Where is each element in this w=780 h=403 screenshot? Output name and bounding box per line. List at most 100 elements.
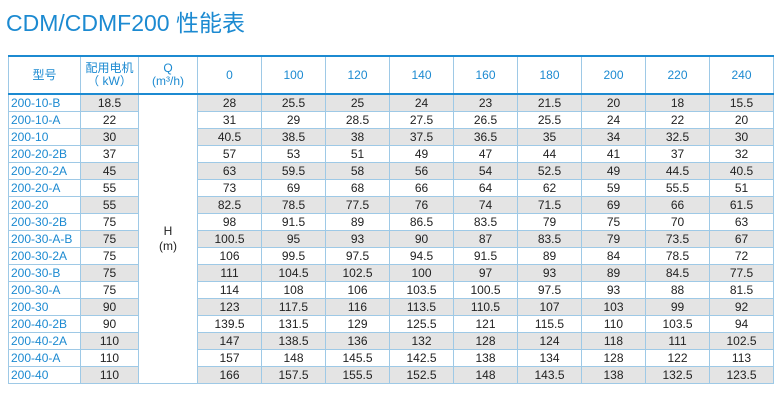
head-value: 31 (197, 111, 262, 129)
head-value: 83.5 (517, 230, 582, 248)
head-value: 114 (197, 281, 262, 299)
data-row: 200-30-A-B 75 100.5 95 93 90 87 83.5 79 73.5 67 (8, 230, 774, 248)
data-row: 200-40-2B 90 139.5 131.5 129 125.5 121 115.5 110… (8, 315, 774, 333)
motor-power: 45 (80, 162, 139, 180)
head-value: 110 (581, 315, 646, 333)
data-row: 200-20 55 82.5 78.5 77.5 76 74 71.5 69 66 61.5 (8, 196, 774, 214)
head-value: 58 (325, 162, 390, 180)
head-value: 102.5 (325, 264, 390, 282)
head-value: 28.5 (325, 111, 390, 129)
motor-power: 75 (80, 264, 139, 282)
head-value: 106 (325, 281, 390, 299)
head-value: 99 (645, 298, 710, 316)
head-value: 81.5 (709, 281, 774, 299)
head-value: 38 (325, 128, 390, 146)
motor-power: 75 (80, 213, 139, 231)
head-value: 28 (197, 93, 262, 112)
head-value: 136 (325, 332, 390, 350)
head-value: 110.5 (453, 298, 518, 316)
head-value: 59 (581, 179, 646, 197)
motor-power: 75 (80, 247, 139, 265)
h-unit: (m) (159, 239, 177, 253)
header-row: 型号 配用电机（ kW） Q (m³/h) 0 100 120 140 160 180 200 220… (8, 55, 774, 95)
head-value: 22 (645, 111, 710, 129)
head-value: 91.5 (453, 247, 518, 265)
head-value: 128 (581, 349, 646, 367)
flow-header: 220 (645, 55, 710, 95)
head-value: 73 (197, 179, 262, 197)
motor-header-label: 配用电机 (85, 61, 134, 75)
motor-power: 22 (80, 111, 139, 129)
head-value: 84 (581, 247, 646, 265)
head-value: 49 (389, 145, 454, 163)
model: 200-30-A-B (8, 230, 81, 248)
head-value: 35 (517, 128, 582, 146)
head-value: 100 (389, 264, 454, 282)
head-value: 121 (453, 315, 518, 333)
model: 200-20-2B (8, 145, 81, 163)
head-value: 21.5 (517, 93, 582, 112)
head-value: 41 (581, 145, 646, 163)
motor-header: 配用电机（ kW） (80, 55, 139, 95)
head-value: 148 (261, 349, 326, 367)
model: 200-40-2A (8, 332, 81, 350)
motor-power: 55 (80, 179, 139, 197)
head-value: 90 (389, 230, 454, 248)
head-value: 25.5 (261, 93, 326, 112)
head-value: 100.5 (197, 230, 262, 248)
head-value: 37 (645, 145, 710, 163)
head-value: 102.5 (709, 332, 774, 350)
head-value: 92 (709, 298, 774, 316)
head-value: 95 (261, 230, 326, 248)
head-value: 53 (261, 145, 326, 163)
q-header-unit: (m³/h) (152, 74, 184, 88)
head-value: 91.5 (261, 213, 326, 231)
motor-power: 37 (80, 145, 139, 163)
head-value: 113 (709, 349, 774, 367)
head-value: 138 (581, 366, 646, 384)
head-value: 70 (645, 213, 710, 231)
motor-header-unit: （ kW） (87, 74, 132, 88)
motor-power: 55 (80, 196, 139, 214)
performance-table: 型号 配用电机（ kW） Q (m³/h) 0 100 120 140 160 180 200 220… (8, 55, 774, 384)
head-value: 25 (325, 93, 390, 112)
head-value: 27.5 (389, 111, 454, 129)
head-value: 155.5 (325, 366, 390, 384)
head-value: 148 (453, 366, 518, 384)
head-value: 88 (645, 281, 710, 299)
head-value: 51 (709, 179, 774, 197)
data-row: 200-40-A 110 157 148 145.5 142.5 138 134 128 122 1… (8, 349, 774, 367)
head-value: 78.5 (261, 196, 326, 214)
head-value: 23 (453, 93, 518, 112)
data-row: 200-30-B 75 111 104.5 102.5 100 97 93 89 84.5 77.5 (8, 264, 774, 282)
flow-header: 240 (709, 55, 774, 95)
flow-header: 140 (389, 55, 454, 95)
data-row: 200-20-2A 45 63 59.5 58 56 54 52.5 49 44.5 40.5 (8, 162, 774, 180)
head-value: 59.5 (261, 162, 326, 180)
q-header-label: Q (163, 61, 173, 75)
head-value: 89 (581, 264, 646, 282)
data-row: 200-30-A 75 114 108 106 103.5 100.5 97.5 93 88 81.… (8, 281, 774, 299)
head-value: 123.5 (709, 366, 774, 384)
head-value: 51 (325, 145, 390, 163)
flow-header: 180 (517, 55, 582, 95)
head-value: 138 (453, 349, 518, 367)
head-value: 166 (197, 366, 262, 384)
head-value: 38.5 (261, 128, 326, 146)
head-value: 47 (453, 145, 518, 163)
head-value: 34 (581, 128, 646, 146)
data-row: 200-20-2B 37 57 53 51 49 47 44 41 37 32 (8, 145, 774, 163)
head-value: 142.5 (389, 349, 454, 367)
head-value: 73.5 (645, 230, 710, 248)
head-value: 69 (261, 179, 326, 197)
head-value: 83.5 (453, 213, 518, 231)
head-value: 66 (645, 196, 710, 214)
head-value: 87 (453, 230, 518, 248)
head-value: 18 (645, 93, 710, 112)
head-value: 98 (197, 213, 262, 231)
data-row: 200-40-2A 110 147 138.5 136 132 128 124 118 111 10… (8, 332, 774, 350)
head-value: 63 (709, 213, 774, 231)
head-value: 25.5 (517, 111, 582, 129)
motor-power: 90 (80, 298, 139, 316)
